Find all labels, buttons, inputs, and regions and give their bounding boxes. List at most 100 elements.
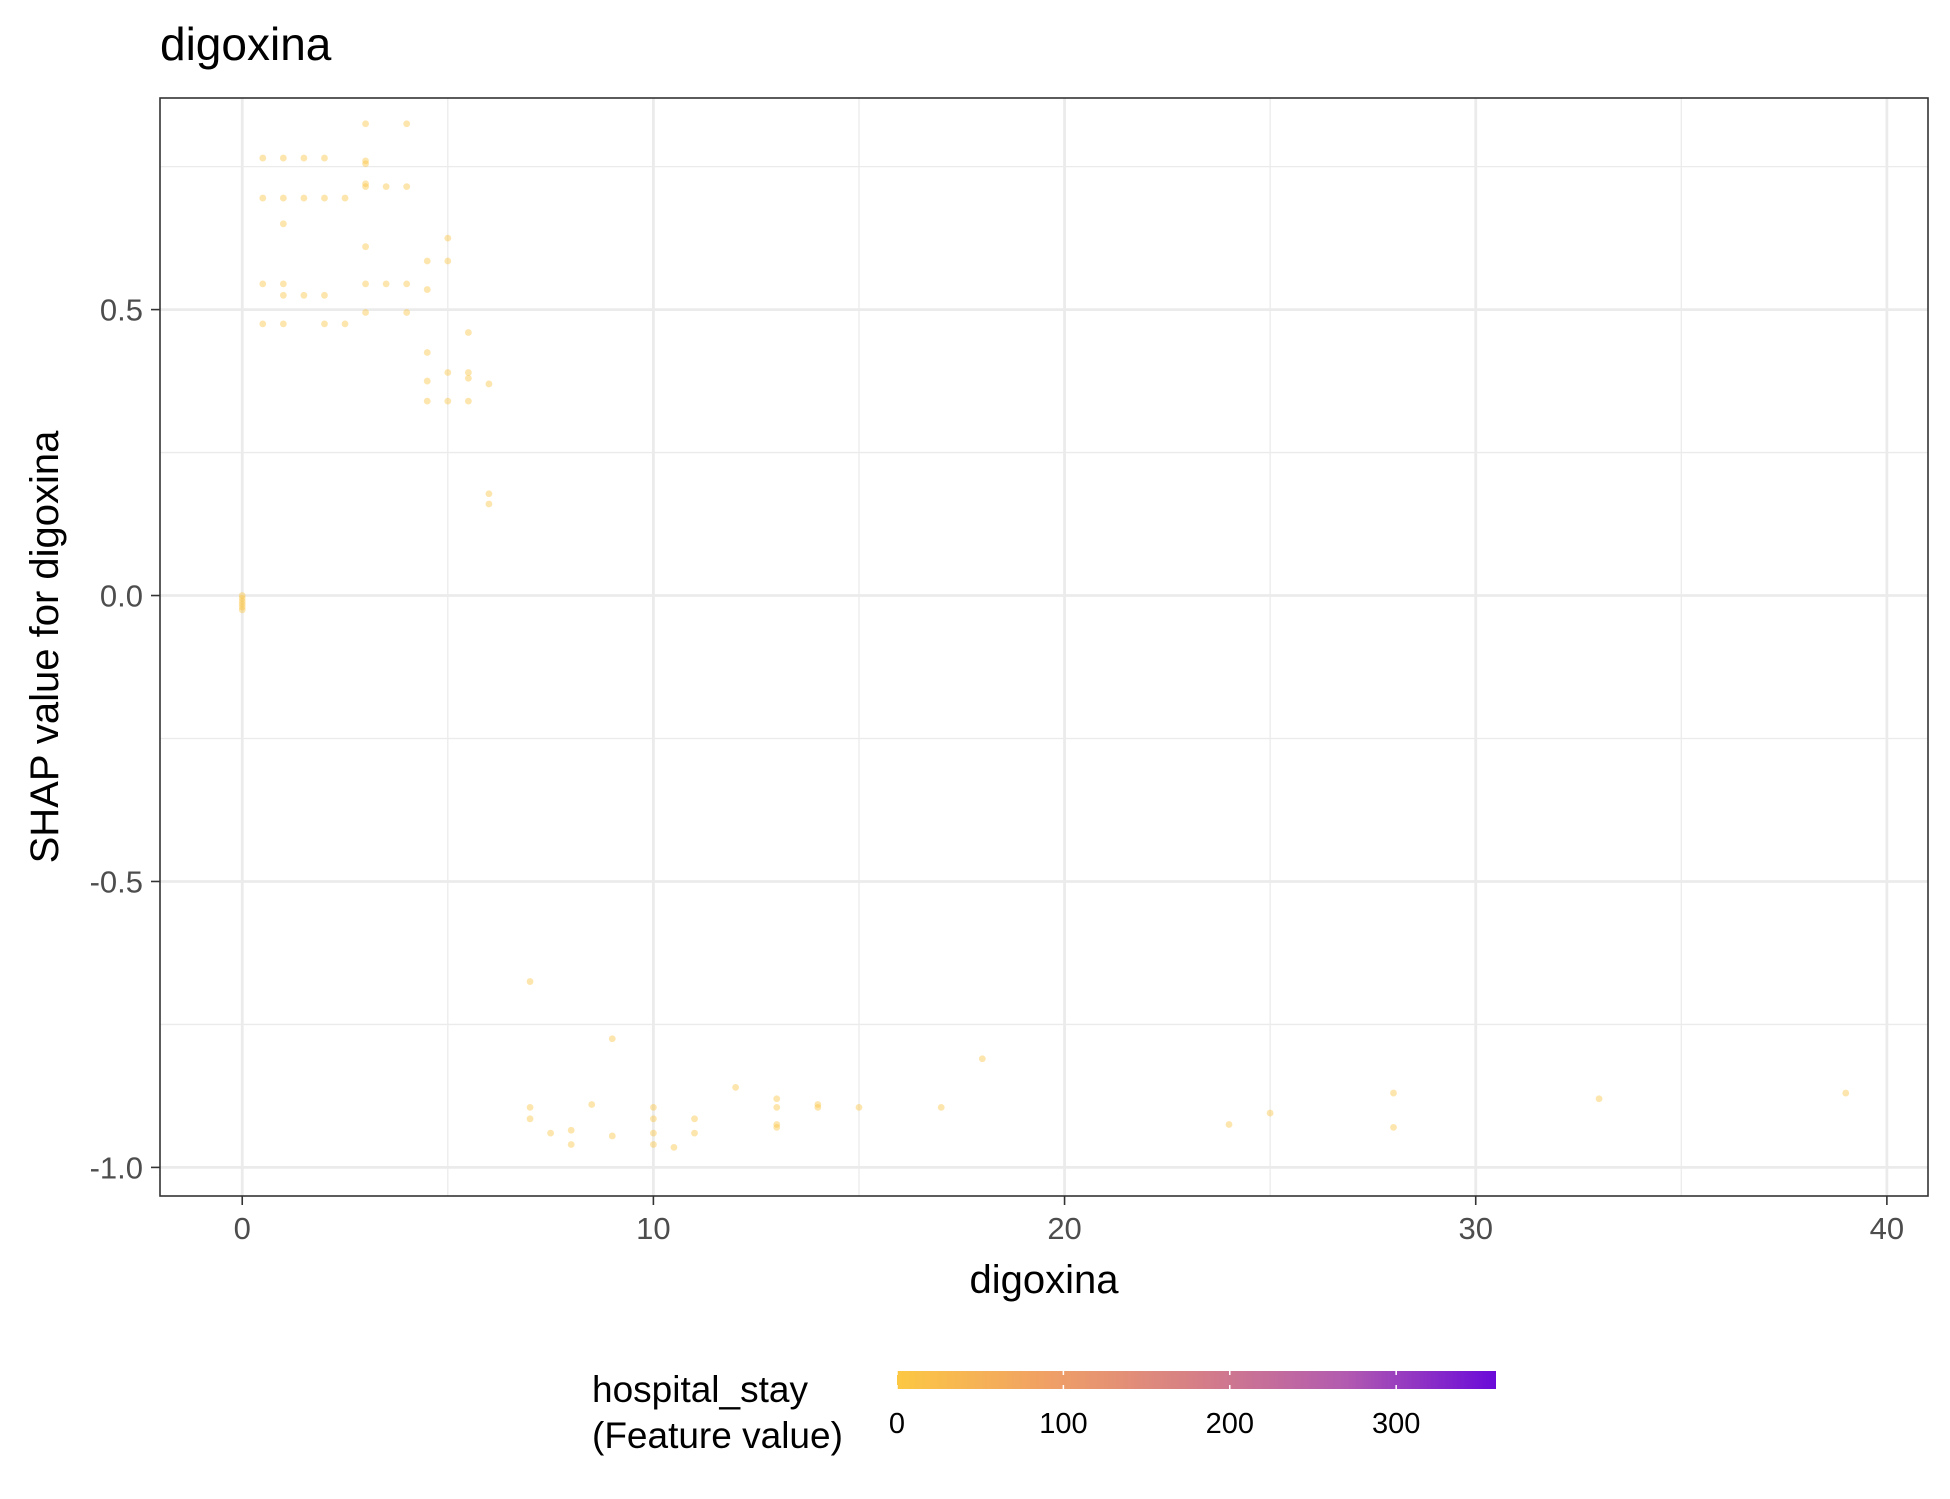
data-point <box>588 1101 596 1108</box>
data-point <box>382 280 390 288</box>
legend-tick-label: 300 <box>1372 1408 1420 1440</box>
data-point <box>444 234 452 242</box>
data-point <box>608 1132 616 1140</box>
data-point <box>238 600 246 608</box>
data-point <box>1842 1089 1850 1097</box>
legend-color-bar <box>897 1371 1496 1389</box>
data-point <box>423 397 431 405</box>
y-axis-ticks: -1.0 -0.5 0.0 0.5 <box>90 293 160 1185</box>
data-point <box>485 380 493 388</box>
data-point <box>464 397 472 405</box>
x-tick-label: 0 <box>234 1211 251 1246</box>
data-point <box>279 220 287 228</box>
data-point <box>403 183 411 191</box>
data-point <box>649 1103 657 1111</box>
data-point <box>362 243 369 251</box>
data-point <box>567 1126 575 1134</box>
data-point <box>279 154 287 162</box>
data-point <box>238 603 246 611</box>
legend-tick-label: 0 <box>889 1408 905 1440</box>
data-point <box>814 1103 822 1111</box>
data-point <box>321 154 328 162</box>
data-point <box>773 1121 781 1128</box>
data-point <box>937 1103 945 1111</box>
data-point <box>238 592 246 599</box>
data-point <box>403 309 411 316</box>
data-point <box>279 280 287 288</box>
x-tick-label: 20 <box>1047 1211 1081 1246</box>
data-point <box>341 194 349 202</box>
data-point <box>321 320 328 328</box>
data-point <box>423 349 431 356</box>
data-point <box>362 183 369 191</box>
chart-title: digoxina <box>160 18 332 70</box>
x-tick-label: 30 <box>1458 1211 1492 1246</box>
legend-title-line-1: hospital_stay <box>592 1369 808 1410</box>
legend-title-line-2: (Feature value) <box>592 1415 843 1456</box>
data-point <box>279 291 287 299</box>
data-point <box>526 978 534 985</box>
data-point <box>259 194 267 202</box>
legend-ticks: 0 100 200 300 <box>889 1371 1420 1440</box>
data-point <box>814 1101 822 1108</box>
data-point <box>238 597 246 605</box>
data-point <box>279 194 287 202</box>
data-point <box>567 1141 575 1148</box>
y-tick-label: 0.5 <box>100 293 143 328</box>
data-point <box>608 1035 616 1043</box>
color-legend: hospital_stay (Feature value) 0 100 200 300 <box>592 1369 1496 1456</box>
data-point <box>670 1143 678 1151</box>
data-point <box>341 320 349 328</box>
data-point <box>1390 1089 1397 1097</box>
y-tick-label: 0.0 <box>100 579 143 614</box>
data-point <box>423 286 431 293</box>
data-point <box>485 500 493 508</box>
data-point <box>362 157 369 165</box>
data-point <box>649 1115 657 1123</box>
data-point <box>485 490 493 498</box>
data-point <box>649 1141 657 1148</box>
data-point <box>691 1129 698 1137</box>
data-point <box>526 1103 534 1111</box>
data-point <box>259 320 267 328</box>
data-point <box>238 594 246 602</box>
x-tick-label: 40 <box>1870 1211 1904 1246</box>
data-point <box>1225 1121 1233 1128</box>
data-point <box>464 329 472 336</box>
data-point <box>978 1055 986 1063</box>
data-point <box>259 154 267 162</box>
data-point <box>362 180 369 188</box>
data-point <box>773 1095 781 1103</box>
data-point <box>1595 1095 1603 1103</box>
data-point <box>362 160 369 168</box>
x-axis-ticks: 0 10 20 30 40 <box>234 1196 1904 1246</box>
data-point <box>300 194 308 202</box>
data-point <box>423 377 431 385</box>
data-point <box>238 606 246 614</box>
data-point <box>362 280 369 288</box>
data-point <box>855 1103 863 1111</box>
x-tick-label: 10 <box>636 1211 670 1246</box>
data-point <box>279 320 287 328</box>
data-point <box>547 1129 555 1137</box>
data-point <box>444 397 452 405</box>
y-tick-label: -1.0 <box>90 1150 143 1185</box>
data-point <box>300 154 308 162</box>
data-points <box>238 120 1850 1151</box>
data-point <box>259 280 267 288</box>
legend-tick-label: 100 <box>1039 1408 1087 1440</box>
data-point <box>362 120 369 128</box>
data-point <box>423 257 431 265</box>
y-tick-label: -0.5 <box>90 864 143 899</box>
plot-panel-border <box>159 97 1929 1197</box>
data-point <box>403 280 411 288</box>
legend-tick-label: 200 <box>1206 1408 1254 1440</box>
data-point <box>321 194 328 202</box>
data-point <box>300 291 308 299</box>
data-point <box>732 1083 740 1091</box>
y-axis-title: SHAP value for digoxina <box>23 430 67 864</box>
data-point <box>691 1115 698 1123</box>
data-point <box>321 291 328 299</box>
data-point <box>444 369 452 376</box>
